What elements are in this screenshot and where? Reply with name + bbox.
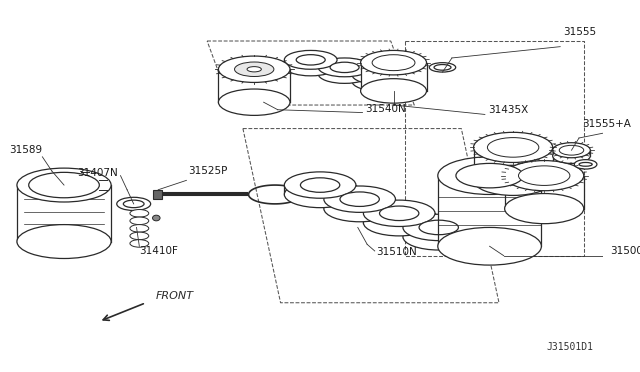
- Ellipse shape: [330, 62, 359, 73]
- Ellipse shape: [218, 89, 290, 115]
- Ellipse shape: [360, 51, 426, 75]
- Ellipse shape: [579, 163, 592, 166]
- Text: 31500: 31500: [610, 246, 640, 256]
- Ellipse shape: [284, 57, 337, 76]
- Ellipse shape: [284, 181, 356, 208]
- Text: 31410F: 31410F: [140, 246, 178, 256]
- Ellipse shape: [352, 72, 405, 91]
- Text: 31525P: 31525P: [188, 166, 228, 176]
- Ellipse shape: [553, 143, 590, 158]
- Ellipse shape: [116, 197, 150, 211]
- Ellipse shape: [403, 224, 474, 250]
- Text: J31501D1: J31501D1: [546, 342, 593, 352]
- Ellipse shape: [559, 145, 584, 155]
- Ellipse shape: [429, 62, 456, 72]
- Text: 31589: 31589: [9, 145, 42, 155]
- Ellipse shape: [505, 193, 584, 224]
- Polygon shape: [360, 62, 426, 91]
- Ellipse shape: [403, 214, 474, 241]
- Ellipse shape: [364, 70, 393, 80]
- Text: FRONT: FRONT: [156, 291, 193, 301]
- Polygon shape: [505, 176, 584, 209]
- Ellipse shape: [419, 220, 458, 235]
- Ellipse shape: [574, 160, 597, 169]
- Ellipse shape: [364, 209, 435, 236]
- Ellipse shape: [247, 67, 261, 72]
- Polygon shape: [438, 176, 541, 246]
- Ellipse shape: [130, 225, 148, 232]
- Ellipse shape: [218, 56, 290, 83]
- FancyBboxPatch shape: [152, 190, 162, 199]
- Ellipse shape: [17, 225, 111, 259]
- Ellipse shape: [340, 192, 380, 206]
- Ellipse shape: [456, 163, 524, 188]
- Text: 31555+A: 31555+A: [582, 119, 631, 129]
- Polygon shape: [474, 147, 553, 180]
- Ellipse shape: [518, 166, 570, 185]
- Text: 31540N: 31540N: [365, 104, 406, 114]
- Ellipse shape: [438, 227, 541, 265]
- Ellipse shape: [488, 138, 539, 157]
- Ellipse shape: [380, 206, 419, 221]
- Ellipse shape: [474, 132, 553, 163]
- Polygon shape: [17, 185, 111, 241]
- Polygon shape: [324, 199, 396, 209]
- Ellipse shape: [553, 148, 590, 163]
- Text: 31555: 31555: [563, 27, 596, 37]
- Ellipse shape: [352, 65, 405, 84]
- Ellipse shape: [29, 172, 99, 198]
- Ellipse shape: [434, 65, 451, 70]
- Ellipse shape: [17, 168, 111, 202]
- Polygon shape: [403, 227, 474, 237]
- Ellipse shape: [300, 178, 340, 192]
- Ellipse shape: [318, 65, 371, 83]
- Polygon shape: [352, 75, 405, 81]
- Ellipse shape: [360, 78, 426, 103]
- Ellipse shape: [152, 215, 160, 221]
- Ellipse shape: [324, 186, 396, 212]
- Polygon shape: [284, 60, 337, 67]
- Ellipse shape: [318, 58, 371, 77]
- Ellipse shape: [130, 209, 148, 217]
- Ellipse shape: [372, 55, 415, 71]
- Ellipse shape: [234, 62, 274, 77]
- Ellipse shape: [124, 200, 144, 208]
- Ellipse shape: [364, 200, 435, 227]
- Ellipse shape: [505, 161, 584, 191]
- Ellipse shape: [438, 157, 541, 195]
- Polygon shape: [284, 185, 356, 195]
- Ellipse shape: [296, 55, 325, 65]
- Text: 31407N: 31407N: [77, 168, 118, 178]
- Ellipse shape: [130, 240, 148, 247]
- Ellipse shape: [474, 165, 553, 195]
- Ellipse shape: [284, 51, 337, 69]
- Ellipse shape: [130, 232, 148, 240]
- Polygon shape: [218, 69, 290, 102]
- Text: 31435X: 31435X: [488, 105, 528, 115]
- Ellipse shape: [324, 195, 396, 222]
- Polygon shape: [364, 213, 435, 223]
- Ellipse shape: [130, 217, 148, 225]
- Polygon shape: [553, 150, 590, 156]
- Ellipse shape: [284, 172, 356, 198]
- Polygon shape: [318, 67, 371, 74]
- Text: 31510N: 31510N: [376, 247, 417, 257]
